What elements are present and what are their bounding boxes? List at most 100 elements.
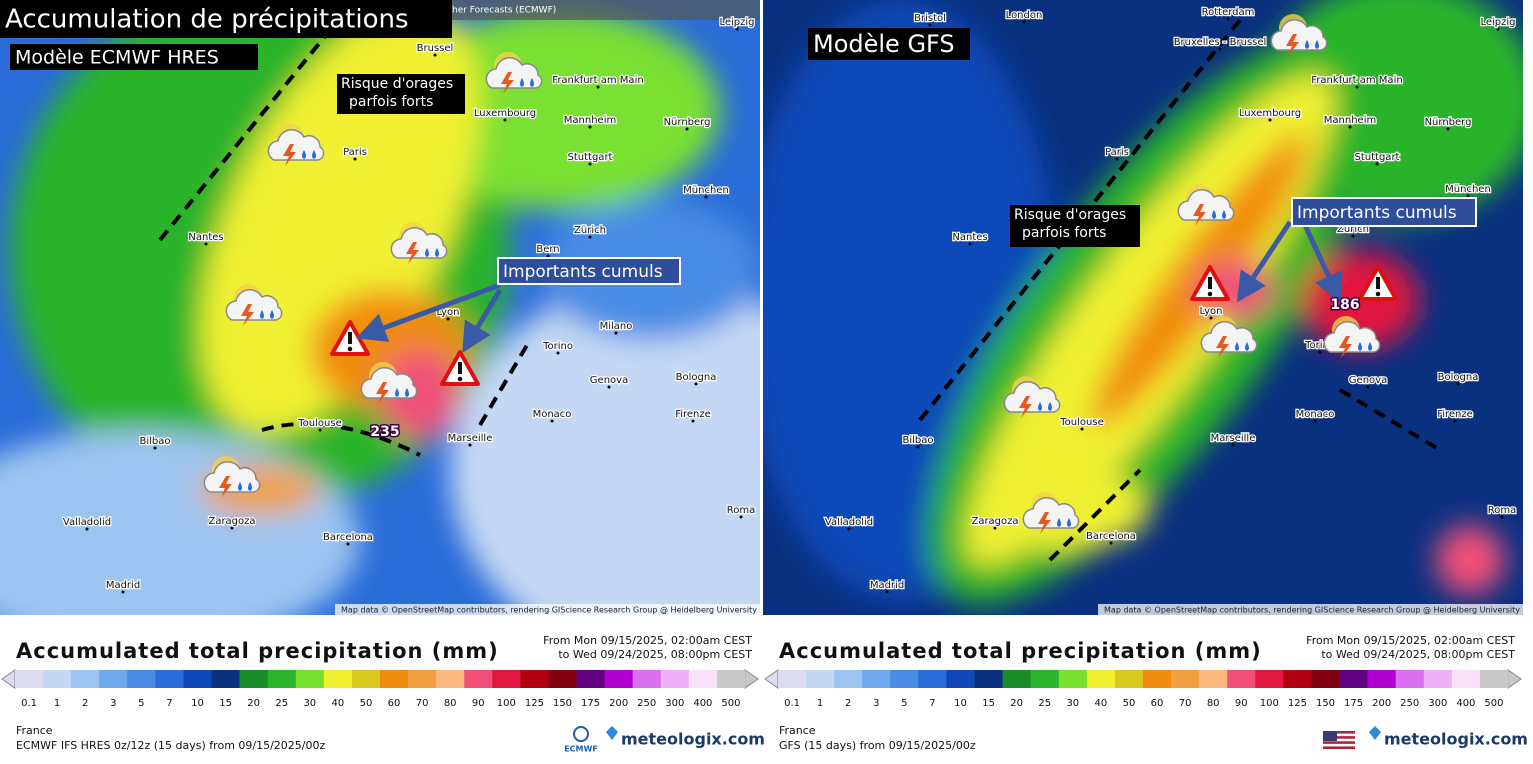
city-label: Madrid	[106, 580, 140, 591]
city-label: Bologna	[676, 372, 717, 383]
city-dot	[596, 85, 600, 89]
scale-cell	[155, 670, 184, 688]
city-label: Toulouse	[1059, 417, 1103, 428]
city-dot	[1375, 162, 1379, 166]
city-label: Paris	[343, 147, 367, 158]
city-label: Marseille	[448, 433, 493, 444]
city-dot	[503, 118, 507, 122]
brand-mark	[606, 726, 618, 740]
scale-end	[764, 669, 779, 689]
scale-cell	[548, 670, 577, 688]
scale-label: 3	[873, 698, 879, 709]
legend-period: From Mon 09/15/2025, 02:00am CEST	[543, 634, 752, 647]
city-label: Valladolid	[63, 517, 111, 528]
scale-label: 80	[444, 698, 457, 709]
city-label: Frankfurt am Main	[552, 75, 643, 86]
scale-label: 80	[1207, 698, 1220, 709]
scale-label: 7	[166, 698, 172, 709]
storm-note: parfois forts	[1022, 225, 1106, 241]
city-label: Luxembourg	[1239, 108, 1301, 119]
city-dot	[556, 351, 560, 355]
city-label: Monaco	[1296, 409, 1335, 420]
attribution: Map data © OpenStreetMap contributors, r…	[1104, 606, 1520, 615]
city-dot	[968, 242, 972, 246]
storm-note-box	[337, 74, 465, 114]
scale-label: 1	[54, 698, 60, 709]
city-dot	[230, 526, 234, 530]
scale-label: 125	[525, 698, 544, 709]
city-label: Mannheim	[1324, 115, 1376, 126]
model-label: Modèle ECMWF HRES	[15, 47, 219, 69]
city-dot	[691, 419, 695, 423]
scale-cell	[323, 670, 353, 688]
city-dot	[704, 195, 708, 199]
city-label: Leipzig	[1480, 17, 1515, 28]
scale-cell	[267, 670, 297, 688]
city-dot	[588, 125, 592, 129]
map-right	[763, 0, 1523, 615]
city-dot	[1456, 382, 1460, 386]
scale-cell	[576, 670, 605, 688]
city-label: Barcelona	[1086, 531, 1136, 542]
scale-cell	[492, 670, 521, 688]
scale-label: 150	[1316, 698, 1335, 709]
brand-mark	[1369, 726, 1381, 740]
scale-label: 70	[1179, 698, 1192, 709]
city-label: Torino	[542, 341, 573, 352]
city-dot	[433, 53, 437, 57]
city-label: Leipzig	[719, 17, 754, 28]
scale-cell	[1367, 670, 1396, 688]
scale-cell	[1114, 670, 1144, 688]
city-dot	[928, 23, 932, 27]
storm-note: parfois forts	[349, 94, 433, 110]
city-label: Milano	[600, 321, 633, 332]
arrow	[355, 282, 501, 342]
city-dot	[607, 385, 611, 389]
scale-label: 200	[609, 698, 628, 709]
city-label: London	[1006, 10, 1043, 21]
scale-cell	[688, 670, 718, 688]
city-dot	[588, 162, 592, 166]
legend-period: to Wed 09/24/2025, 08:00pm CEST	[558, 648, 752, 661]
city-dot	[739, 515, 743, 519]
city-dot	[1231, 443, 1235, 447]
city-dot	[993, 526, 997, 530]
scale-label: 100	[497, 698, 516, 709]
city-dot	[318, 428, 322, 432]
scale-cell	[15, 670, 44, 688]
scale-label: 200	[1372, 698, 1391, 709]
scale-label: 10	[191, 698, 204, 709]
scale-label: 50	[1123, 698, 1136, 709]
scale-label: 400	[1456, 698, 1475, 709]
scale-cell	[239, 670, 268, 688]
scale-label: 400	[693, 698, 712, 709]
scale-label: 90	[1235, 698, 1248, 709]
scale-label: 175	[581, 698, 600, 709]
scale-cell	[1339, 670, 1368, 688]
scale-label: 25	[275, 698, 288, 709]
scale-label: 90	[472, 698, 485, 709]
city-dot	[1218, 47, 1222, 51]
model-label-box	[808, 28, 970, 60]
city-label: Brussel	[417, 43, 454, 54]
max-value: 235	[370, 424, 399, 440]
city-dot	[1496, 27, 1500, 31]
scale-label: 125	[1288, 698, 1307, 709]
scale-cell	[918, 670, 947, 688]
city-dot	[1466, 194, 1470, 198]
scale-label: 150	[553, 698, 572, 709]
scale-label: 2	[845, 698, 851, 709]
city-label: Zaragoza	[208, 516, 255, 527]
scale-cell	[71, 670, 100, 688]
scale-end	[1, 669, 16, 689]
scale-label: 10	[954, 698, 967, 709]
scale-label: 5	[901, 698, 907, 709]
city-label: Zaragoza	[971, 516, 1018, 527]
city-label: Roma	[1488, 505, 1517, 516]
max-value: 186	[1330, 297, 1359, 313]
city-label: Monaco	[533, 409, 572, 420]
city-dot	[1351, 234, 1355, 238]
heavy-note-box	[497, 257, 681, 285]
scale-end	[744, 669, 759, 689]
